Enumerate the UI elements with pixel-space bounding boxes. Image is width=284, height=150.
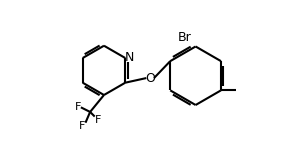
- Text: F: F: [79, 121, 85, 131]
- Text: F: F: [95, 115, 101, 125]
- Text: F: F: [75, 102, 81, 112]
- Text: Br: Br: [178, 31, 192, 44]
- Text: O: O: [145, 72, 155, 85]
- Text: N: N: [125, 51, 135, 64]
